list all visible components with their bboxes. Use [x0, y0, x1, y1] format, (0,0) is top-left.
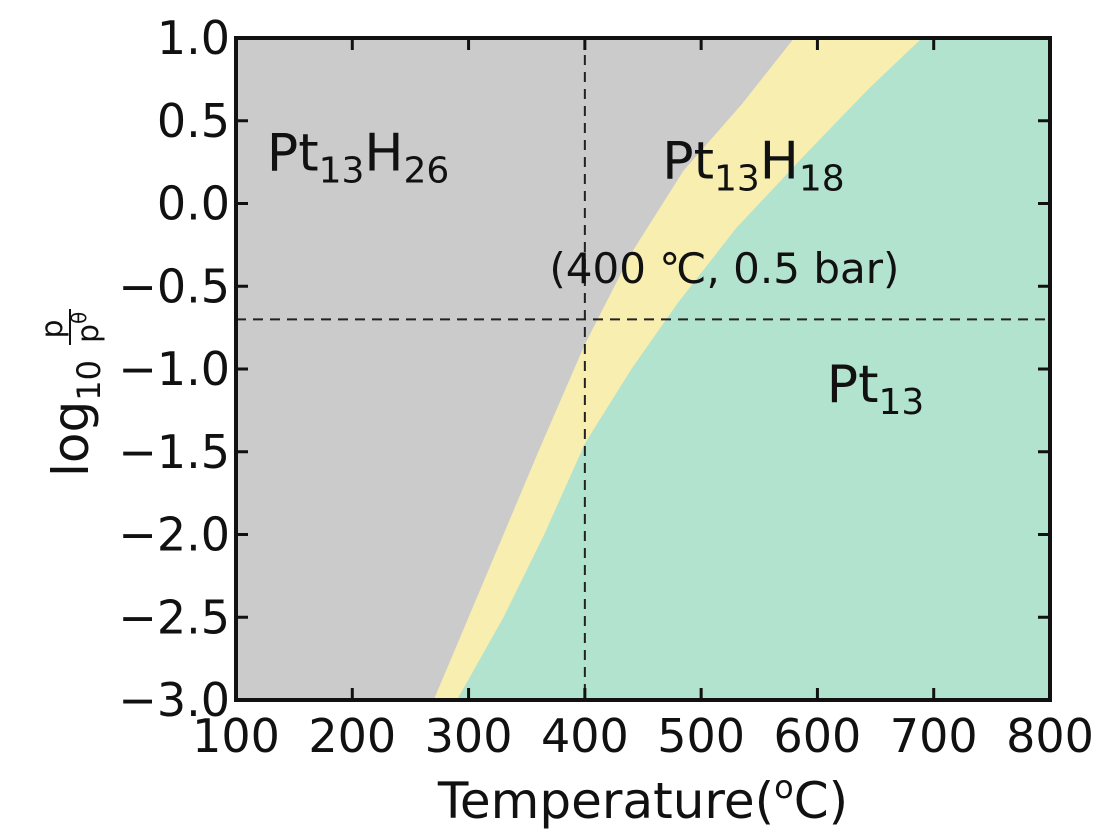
- region-label-element: H: [364, 123, 403, 183]
- region-label-base: Pt: [662, 132, 714, 192]
- y-tick-label: −1.0: [118, 342, 230, 396]
- phase-regions: [236, 38, 1050, 700]
- region-pt13: [456, 38, 1050, 700]
- x-tick-label: 700: [890, 709, 978, 763]
- y-axis-title-log-text: log: [42, 401, 100, 477]
- region-label-subscript: 18: [799, 159, 845, 200]
- axis-tick-labels: 100 200 300 400 500 600 700 800 1.0 0.5 0.0 −0.5 −1.…: [118, 11, 1094, 763]
- x-axis-title-main: Temperature(: [437, 772, 774, 829]
- y-tick-label: −2.5: [118, 590, 230, 644]
- region-label-subscript: 13: [714, 159, 760, 200]
- x-tick-label: 400: [541, 709, 629, 763]
- x-axis-title: Temperature(oC): [437, 768, 848, 829]
- y-axis-title-log: log10: [42, 360, 108, 477]
- x-tick-label: 800: [1006, 709, 1094, 763]
- x-tick-label: 500: [657, 709, 745, 763]
- y-axis-title-denominator: pθ: [67, 312, 106, 343]
- x-axis-title-degree: o: [774, 768, 794, 806]
- region-label-element: H: [760, 132, 799, 192]
- y-tick-label: 0.5: [157, 94, 230, 148]
- x-axis-title-end: C): [794, 772, 848, 829]
- x-tick-label: 600: [774, 709, 862, 763]
- y-tick-label: −3.0: [118, 673, 230, 727]
- x-tick-label: 300: [425, 709, 513, 763]
- annotation-label: (400 ℃, 0.5 bar): [549, 244, 899, 293]
- region-label-subscript: 13: [879, 382, 925, 423]
- axis-ticks: [234, 36, 1052, 702]
- y-tick-label: −1.5: [118, 425, 230, 479]
- region-label-subscript: 26: [404, 150, 450, 191]
- y-tick-label: 0.0: [157, 177, 230, 231]
- guide-lines: [236, 38, 1050, 700]
- region-label-base: Pt: [267, 123, 319, 183]
- y-axis-title-log-base: 10: [70, 360, 108, 401]
- x-tick-label: 200: [308, 709, 396, 763]
- y-axis-title-numerator: p: [35, 319, 70, 338]
- y-axis-title-denominator-theta: θ: [67, 312, 91, 324]
- x-tick-label: 100: [192, 709, 280, 763]
- region-label-base: Pt: [827, 355, 879, 415]
- region-label-pt13h26: Pt13H26: [267, 123, 449, 191]
- region-label-subscript: 13: [319, 150, 365, 191]
- y-tick-label: 1.0: [157, 11, 230, 65]
- y-axis-title-denominator-p: p: [71, 324, 106, 343]
- region-label-pt13: Pt13: [827, 355, 925, 423]
- y-tick-label: −0.5: [118, 259, 230, 313]
- y-tick-label: −2.0: [118, 508, 230, 562]
- y-axis-title: log10 p pθ: [35, 309, 108, 477]
- region-label-pt13h18: Pt13H18: [662, 132, 844, 200]
